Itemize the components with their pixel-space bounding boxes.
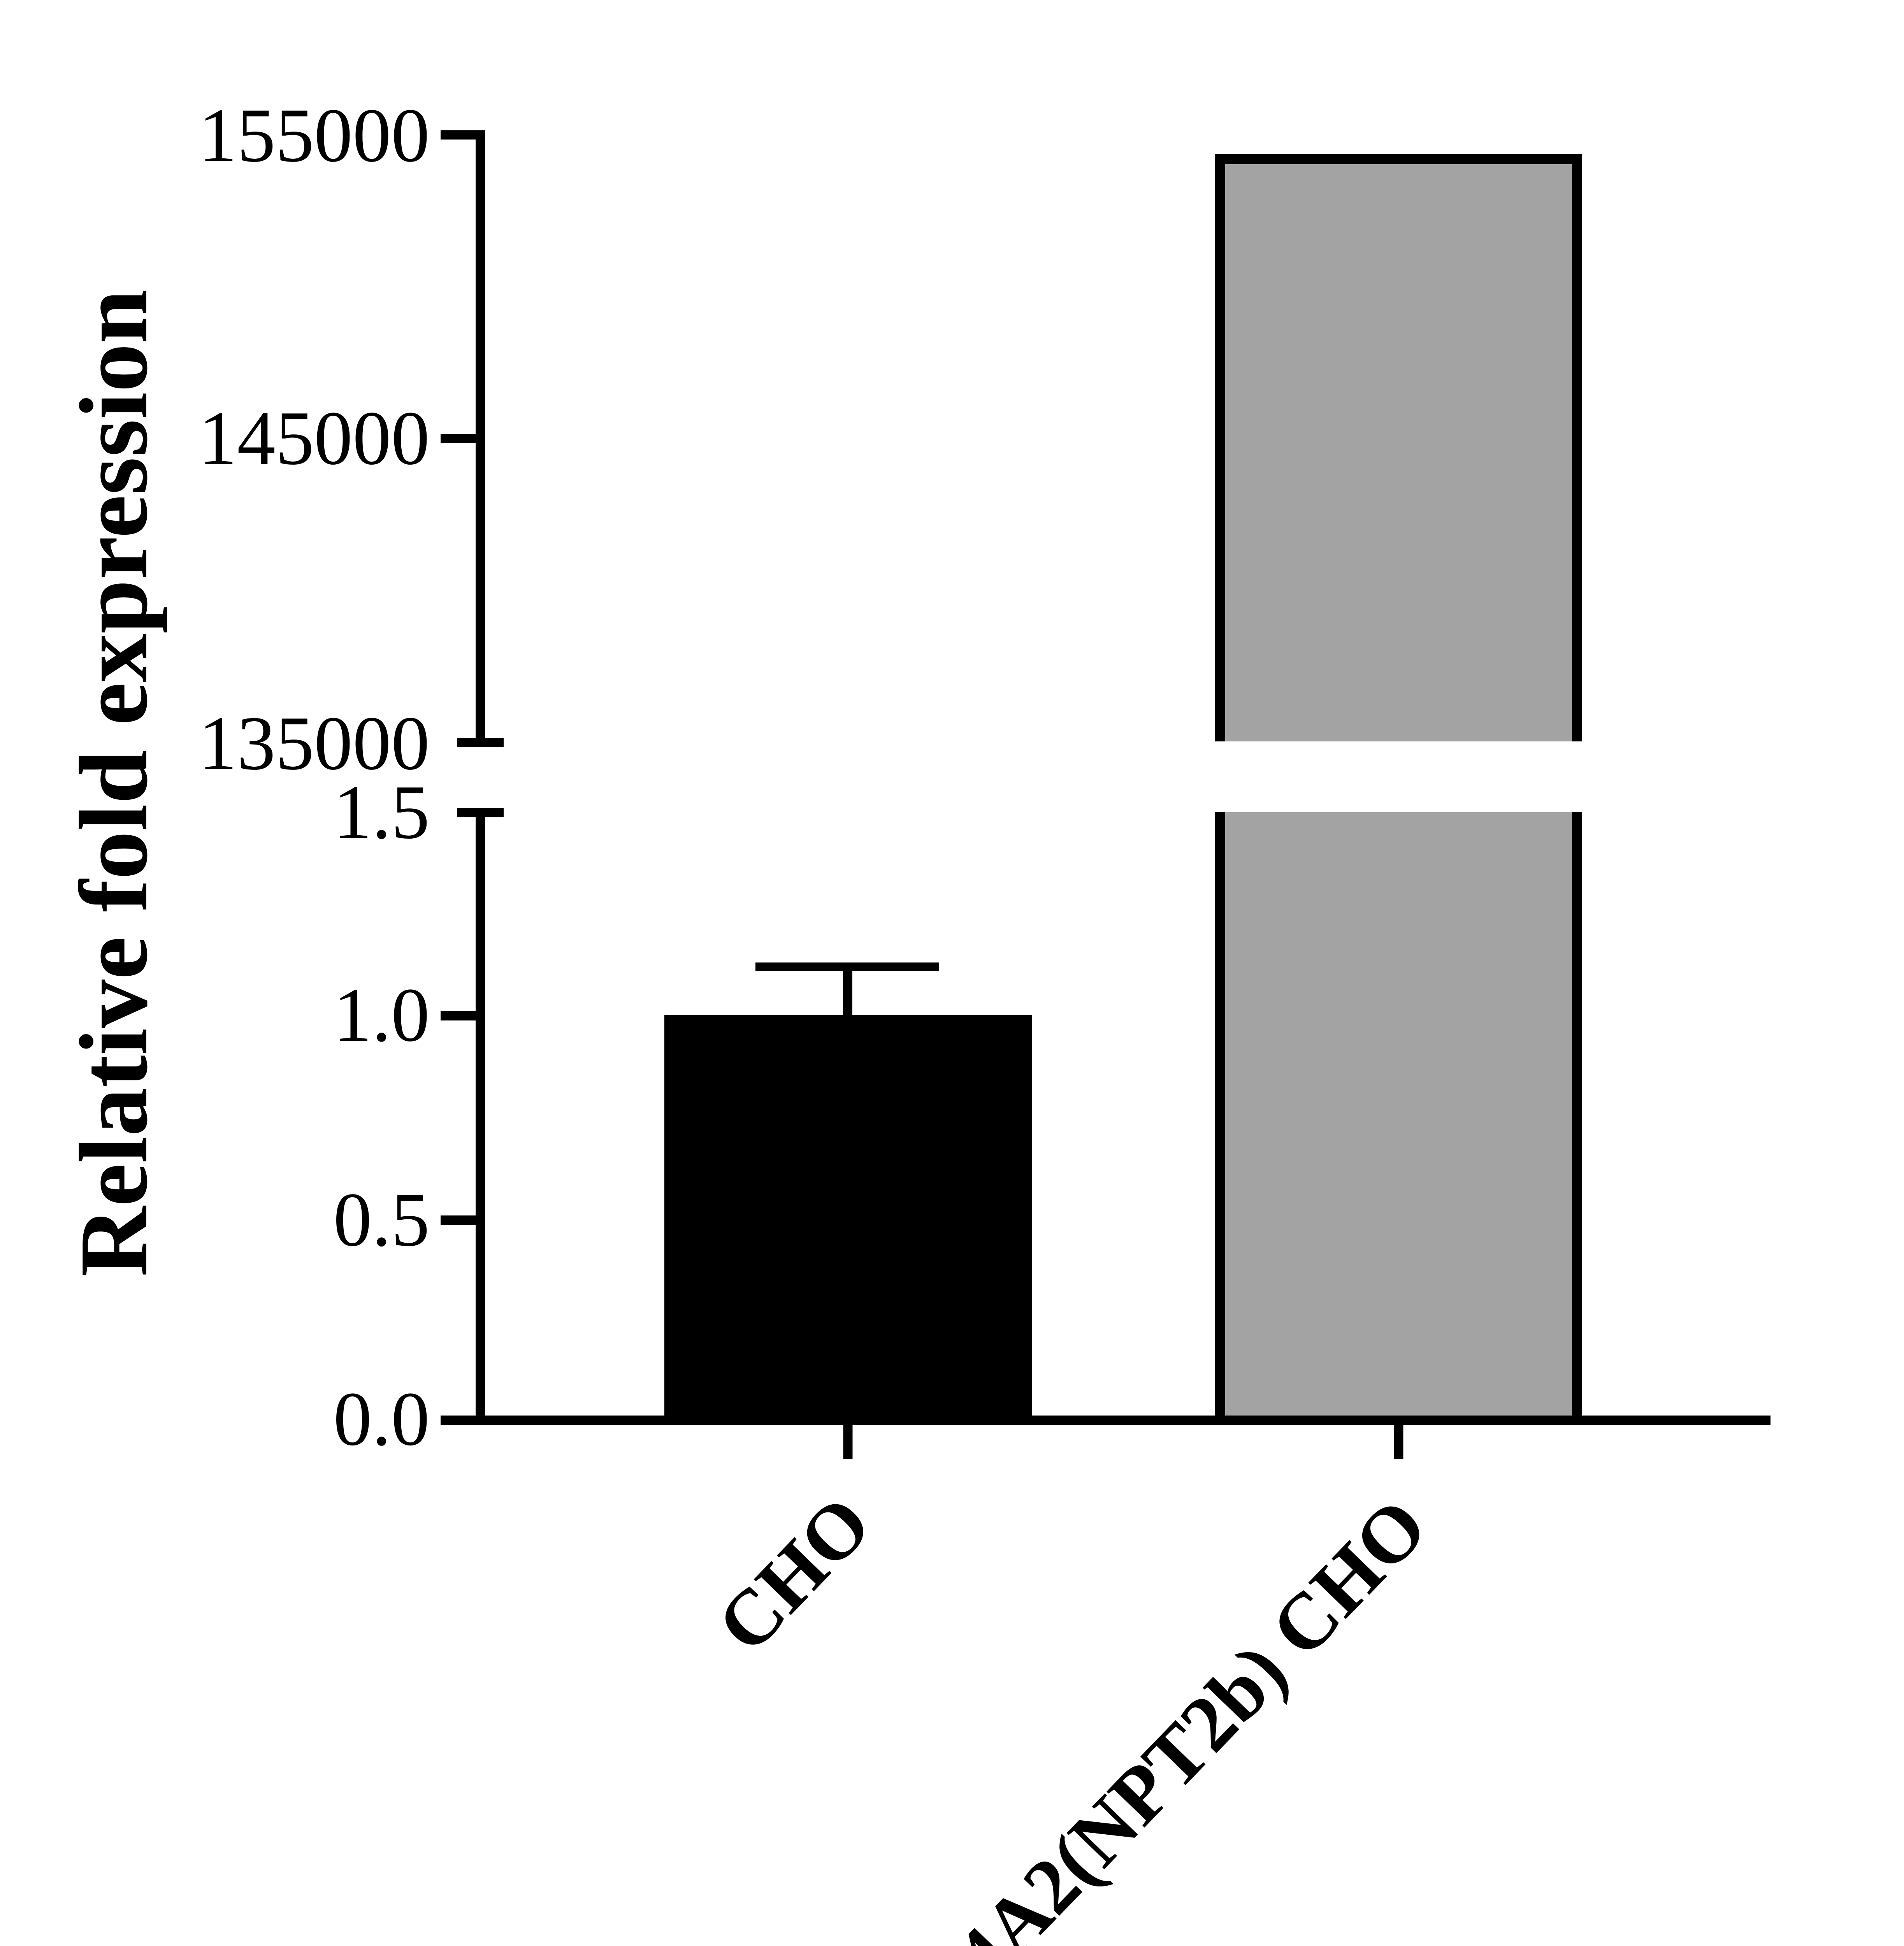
svg-text:135000: 135000 <box>198 701 430 786</box>
svg-text:155000: 155000 <box>198 93 430 178</box>
svg-text:1.5: 1.5 <box>334 769 430 855</box>
svg-text:Relative fold expression: Relative fold expression <box>60 290 168 1277</box>
svg-text:0.5: 0.5 <box>334 1177 430 1262</box>
svg-text:145000: 145000 <box>198 395 430 481</box>
svg-text:0.0: 0.0 <box>334 1376 430 1461</box>
svg-text:1.0: 1.0 <box>334 972 430 1057</box>
